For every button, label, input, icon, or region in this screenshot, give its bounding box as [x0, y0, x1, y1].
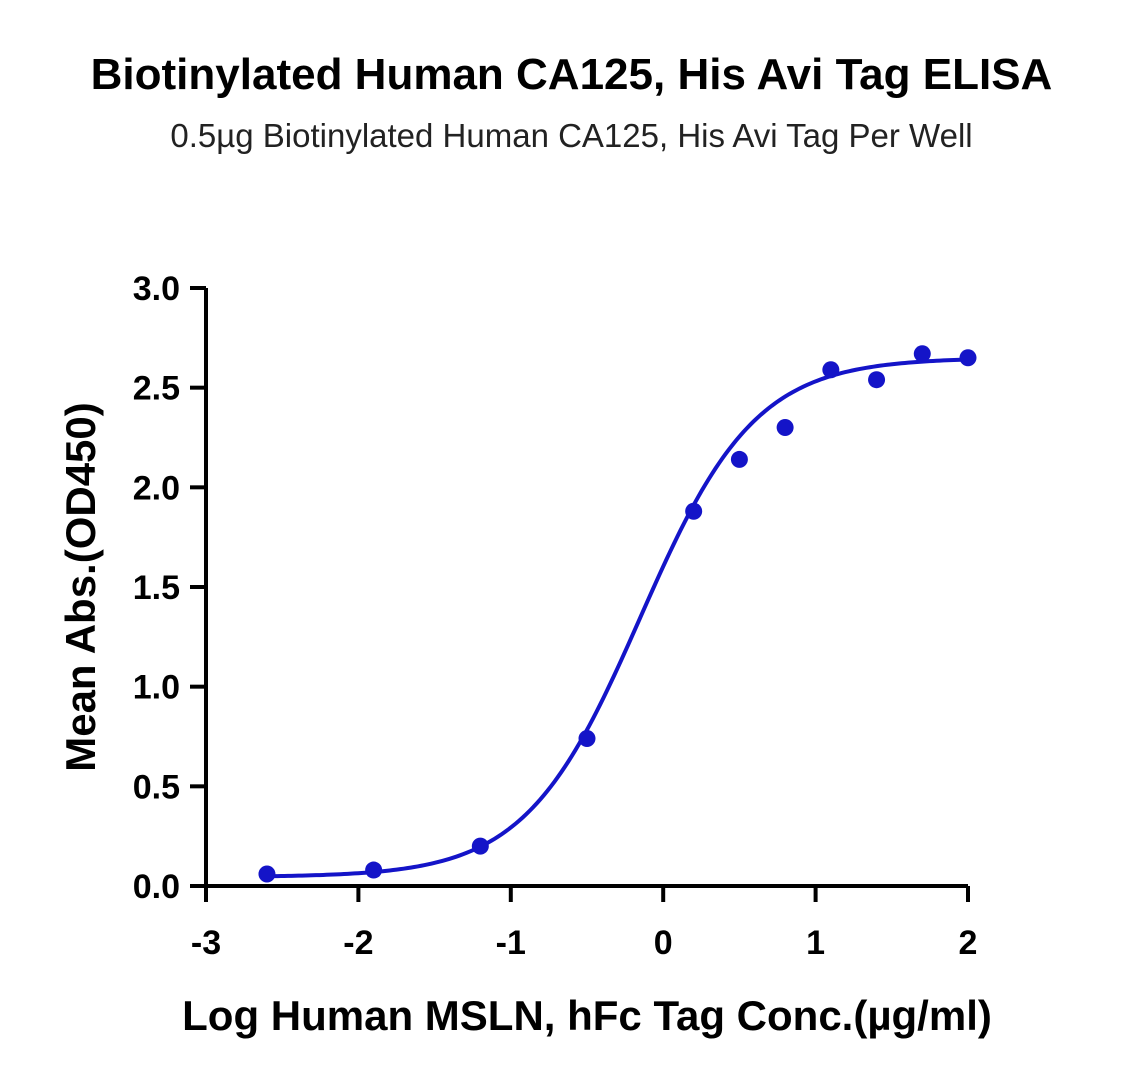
fit-curve — [266, 357, 969, 879]
y-tick-label: 2.0 — [133, 469, 180, 507]
data-points-layer — [258, 345, 977, 883]
y-tick-label: 0.5 — [133, 768, 180, 806]
x-tick-label: 2 — [959, 924, 978, 962]
chart-title: Biotinylated Human CA125, His Avi Tag EL… — [90, 50, 1053, 99]
x-tick-label: 1 — [806, 924, 825, 962]
data-point — [365, 861, 383, 879]
axes: 0.0 0.5 1.0 1.5 2.0 2.5 3.0 -3 -2 -1 0 1 2 — [133, 270, 978, 962]
y-tick-label: 3.0 — [133, 270, 180, 308]
x-tick-label: -2 — [343, 924, 373, 962]
x-tick-label: 0 — [654, 924, 673, 962]
data-point — [868, 371, 886, 389]
y-tick-label: 1.5 — [133, 569, 180, 607]
y-axis-title: Mean Abs.(OD450) — [57, 402, 104, 772]
fit-curve-layer — [266, 357, 969, 879]
x-tick-label: -3 — [191, 924, 221, 962]
y-tick-label: 2.5 — [133, 370, 180, 408]
data-point — [776, 419, 794, 437]
data-point — [258, 865, 276, 883]
data-point — [822, 361, 840, 379]
data-point — [578, 729, 596, 747]
data-point — [685, 502, 703, 520]
x-axis-title: Log Human MSLN, hFc Tag Conc.(µg/ml) — [182, 992, 992, 1039]
data-point — [959, 349, 977, 367]
data-point — [730, 450, 748, 468]
chart-subtitle: 0.5µg Biotinylated Human CA125, His Avi … — [170, 117, 973, 154]
y-tick-label: 1.0 — [133, 669, 180, 707]
y-tick-label: 0.0 — [133, 868, 180, 906]
x-tick-label: -1 — [496, 924, 526, 962]
data-point — [471, 837, 489, 855]
data-point — [913, 345, 931, 363]
